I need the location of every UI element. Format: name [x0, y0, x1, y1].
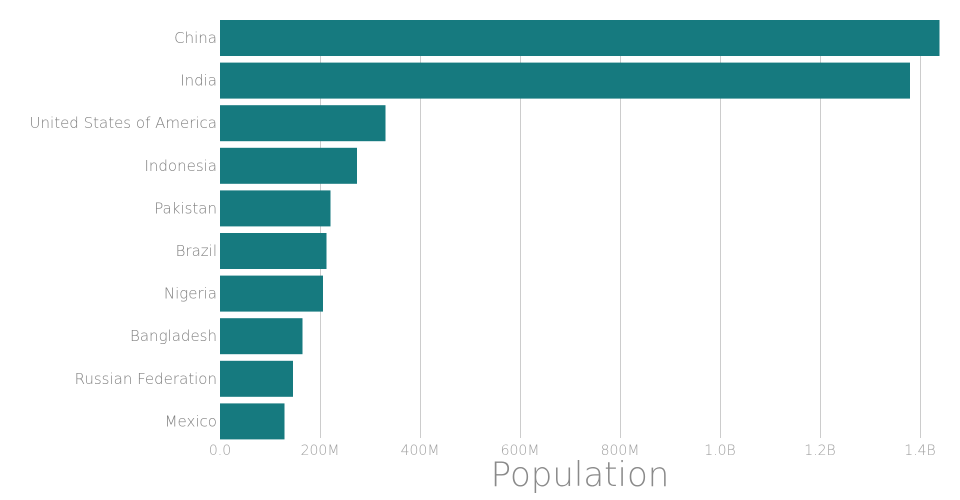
x-axis-title: Population: [491, 455, 670, 495]
bar[interactable]: [220, 20, 940, 56]
category-label: Indonesia: [144, 157, 217, 175]
bar[interactable]: [220, 233, 327, 269]
x-tick-label: 0.0: [209, 443, 231, 459]
bar[interactable]: [220, 147, 357, 184]
x-tick-label: 1.0B: [704, 443, 735, 459]
category-label: Pakistan: [154, 199, 217, 217]
x-tick-label: 600M: [501, 443, 540, 459]
category-label: Nigeria: [164, 285, 217, 303]
bar[interactable]: [220, 318, 303, 355]
bar[interactable]: [220, 403, 285, 440]
category-label: Brazil: [176, 242, 217, 260]
x-tick-label: 200M: [301, 443, 340, 459]
category-label: Bangladesh: [130, 327, 217, 345]
category-label: Russian Federation: [75, 370, 217, 388]
x-tick-label: 1.2B: [804, 443, 835, 459]
x-tick-label: 1.4B: [904, 443, 935, 459]
category-labels: China India United States of America Indone…: [30, 29, 217, 430]
category-label: China: [174, 29, 217, 47]
x-axis-ticks: 0.0 200M 400M 600M 800M 1.0B 1.2B 1.4B: [209, 443, 936, 459]
bar[interactable]: [220, 62, 910, 99]
bar[interactable]: [220, 105, 386, 142]
x-tick-label: 800M: [601, 443, 640, 459]
x-tick-label: 400M: [401, 443, 440, 459]
category-label: United States of America: [30, 114, 217, 132]
category-label: Mexico: [165, 412, 217, 430]
bar[interactable]: [220, 360, 293, 397]
category-label: India: [180, 72, 217, 90]
bar[interactable]: [220, 275, 323, 312]
bars: [220, 20, 940, 440]
bar[interactable]: [220, 190, 331, 227]
